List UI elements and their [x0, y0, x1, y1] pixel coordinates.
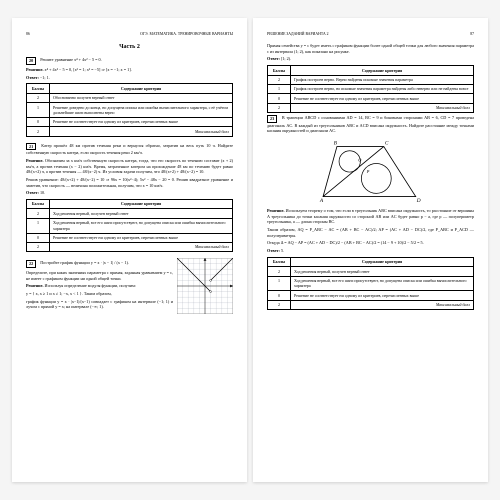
table-header: Баллы	[27, 84, 50, 93]
question-20: 20 Решите уравнение x⁴ + 4x² − 5 = 0. Ре…	[26, 57, 233, 136]
table-cell: Решение доведено до конца, но допущена о…	[50, 103, 233, 118]
header-left: 86 ОГЭ. МАТЕМАТИКА. ТРЕНИРОВОЧНЫЕ ВАРИАН…	[26, 32, 233, 37]
criteria-table-20: Баллы Содержание критерия 2Обоснованно п…	[26, 83, 233, 136]
table-header: Содержание критерия	[291, 257, 474, 266]
table-cell: Решение не соответствует ни одному из кр…	[291, 94, 474, 103]
page-right: РЕШЕНИЕ ЗАДАНИЙ ВАРИАНТА 2 87 Прямая сем…	[253, 18, 488, 482]
table-cell: 2	[27, 127, 50, 136]
max-score-label: Максимальный балл	[291, 103, 474, 112]
solution-label: Решение.	[26, 67, 44, 72]
two-page-spread: 86 ОГЭ. МАТЕМАТИКА. ТРЕНИРОВОЧНЫЕ ВАРИАН…	[0, 0, 500, 500]
part-title: Часть 2	[26, 43, 233, 51]
question-number: 20	[26, 57, 36, 65]
solution-text: Обозначим за x км/ч собственную скорость…	[26, 158, 233, 174]
table-header: Содержание критерия	[291, 66, 474, 75]
table-cell: 1	[268, 84, 291, 93]
question-prompt: Постройте график функции y = x · |x − 1|…	[40, 260, 129, 265]
table-cell: Ход решения верный, получен верный ответ	[50, 209, 233, 218]
table-cell: Ход решения верный, получен верный ответ	[291, 267, 474, 276]
table-cell: 2	[27, 209, 50, 218]
answer-value: 10.	[40, 190, 45, 195]
running-head: РЕШЕНИЕ ЗАДАНИЙ ВАРИАНТА 2	[267, 32, 329, 37]
table-header: Баллы	[268, 66, 291, 75]
max-score-label: Максимальный балл	[50, 242, 233, 251]
table-header: Содержание критерия	[50, 199, 233, 208]
answer-label: Ответ:	[267, 56, 280, 61]
table-cell: 0	[27, 117, 50, 126]
solution-text: график функции y = x · |x−1|/(x−1) совпа…	[26, 299, 173, 310]
table-cell: 0	[27, 233, 50, 242]
question-number: 22	[26, 260, 36, 268]
svg-text:P: P	[365, 169, 369, 174]
table-cell: График построен верно, но искомые значен…	[291, 84, 474, 93]
question-21: 21 Катер прошёл 48 км против течения рек…	[26, 143, 233, 253]
solution-text: Откуда Δ = AQ − AP = (AC + AD − DC)/2 − …	[267, 240, 474, 246]
table-cell: 1	[27, 218, 50, 233]
table-cell: Решение не соответствует ни одному из кр…	[50, 117, 233, 126]
table-cell: 1	[27, 103, 50, 118]
question-22: 22 Постройте график функции y = x · |x −…	[26, 258, 233, 314]
geometry-figure: A B C D Q P	[306, 138, 436, 204]
table-cell: 2	[268, 103, 291, 112]
answer-label: Ответ:	[26, 75, 39, 80]
function-graph	[177, 258, 233, 314]
question-prompt: Решите уравнение x⁴ + 4x² − 5 = 0.	[40, 57, 101, 62]
question-number: 21	[26, 143, 36, 151]
criteria-table-21: Баллы Содержание критерия 2Ход решения в…	[26, 199, 233, 252]
answer-label: Ответ:	[267, 248, 280, 253]
solution-text: Решив уравнение: 48/(x+2) + 48/(x−2) = 1…	[26, 177, 233, 188]
table-cell: Ход решения верный, все его шаги присутс…	[291, 276, 474, 291]
table-cell: 2	[268, 75, 291, 84]
intro-text: Прямая семейства y = c будет иметь с гра…	[267, 43, 474, 54]
table-cell: 2	[268, 267, 291, 276]
solution-label: Решение.	[26, 158, 44, 163]
table-cell: 2	[27, 93, 50, 102]
solution-text: Таким образом, AQ = P_ABC − AC = (AB + B…	[267, 227, 474, 238]
answer-value: [1; 2).	[281, 56, 291, 61]
answer-value: −1; 1.	[40, 75, 50, 80]
question-prompt: Катер прошёл 48 км против течения реки и…	[26, 143, 233, 156]
criteria-table-22: Баллы Содержание критерия 2График постро…	[267, 65, 474, 113]
table-header: Содержание критерия	[50, 84, 233, 93]
svg-text:Q: Q	[358, 158, 361, 163]
table-cell: Обоснованно получен верный ответ	[50, 93, 233, 102]
solution-text: x⁴ + 4x² − 5 = 0, [x² = 1; x² = −5] ⇒ [x…	[45, 67, 132, 72]
question-number: 23	[267, 115, 277, 123]
table-cell: Ход решения верный, все его шаги присутс…	[50, 218, 233, 233]
criteria-table-23: Баллы Содержание критерия 2Ход решения в…	[267, 257, 474, 310]
answer-label: Ответ:	[26, 190, 39, 195]
question-prompt: В трапеции ABCD с основаниями AD = 14, B…	[267, 115, 474, 133]
header-right: РЕШЕНИЕ ЗАДАНИЙ ВАРИАНТА 2 87	[267, 32, 474, 37]
page-number: 87	[470, 32, 474, 37]
svg-text:C: C	[384, 140, 388, 146]
svg-text:A: A	[318, 198, 323, 204]
table-cell: 0	[268, 94, 291, 103]
max-score-label: Максимальный балл	[291, 300, 474, 309]
page-number: 86	[26, 32, 30, 37]
table-cell: 2	[268, 300, 291, 309]
question-23: 23 В трапеции ABCD с основаниями AD = 14…	[267, 115, 474, 310]
table-cell: 1	[268, 276, 291, 291]
table-cell: Решение не соответствует ни одному из кр…	[50, 233, 233, 242]
table-cell: 2	[27, 242, 50, 251]
svg-text:D: D	[415, 198, 420, 204]
running-head: ОГЭ. МАТЕМАТИКА. ТРЕНИРОВОЧНЫЕ ВАРИАНТЫ	[140, 32, 233, 37]
table-cell: График построен верно. Верно найдены иск…	[291, 75, 474, 84]
solution-text: Используем теорему о том, что если в тре…	[267, 208, 474, 224]
table-header: Баллы	[268, 257, 291, 266]
page-left: 86 ОГЭ. МАТЕМАТИКА. ТРЕНИРОВОЧНЫЕ ВАРИАН…	[12, 18, 247, 482]
svg-text:B: B	[333, 140, 337, 146]
answer-value: 5.	[281, 248, 284, 253]
max-score-label: Максимальный балл	[50, 127, 233, 136]
solution-label: Решение.	[267, 208, 285, 213]
solution-label: Решение.	[26, 283, 44, 288]
solution-text: Используя определение модуля функции, по…	[45, 283, 136, 288]
table-cell: Решение не соответствует ни одному из кр…	[291, 291, 474, 300]
question-text: Определите, при каких значениях параметр…	[26, 270, 173, 281]
table-header: Баллы	[27, 199, 50, 208]
table-cell: 0	[268, 291, 291, 300]
solution-text: y = { x, x ≥ 1 и x ≠ 1; −x, x < 1 }. Так…	[26, 291, 173, 297]
